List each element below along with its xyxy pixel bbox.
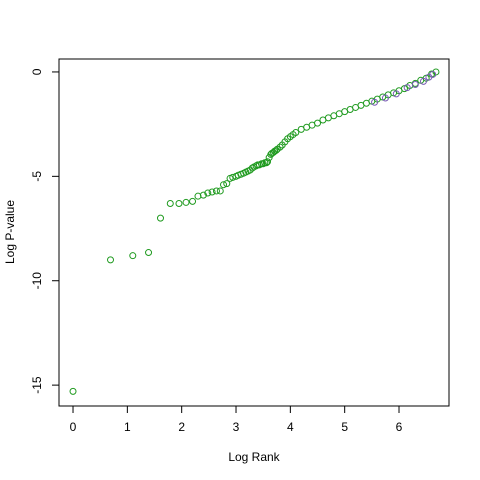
point <box>276 143 284 151</box>
point <box>175 199 183 207</box>
y-axis-label: Log P-value <box>3 200 17 264</box>
point <box>248 164 256 172</box>
y-tick-label: -10 <box>30 272 44 290</box>
point <box>182 198 190 206</box>
point <box>69 387 77 395</box>
x-tick-label: 3 <box>233 420 240 434</box>
point <box>429 70 437 78</box>
x-tick-label: 1 <box>124 420 131 434</box>
point <box>166 199 174 207</box>
point <box>392 90 400 98</box>
point <box>419 77 427 85</box>
x-tick-label: 6 <box>396 420 403 434</box>
point <box>262 159 270 167</box>
point <box>411 80 419 88</box>
point <box>212 187 220 195</box>
x-tick-label: 2 <box>178 420 185 434</box>
point <box>314 119 322 127</box>
point <box>381 94 389 102</box>
point <box>220 181 228 189</box>
x-axis-label: Log Rank <box>228 450 280 464</box>
point <box>156 214 164 222</box>
point <box>371 98 379 106</box>
point <box>107 256 115 264</box>
point <box>292 128 300 136</box>
x-tick-label: 4 <box>287 420 294 434</box>
point <box>216 187 224 195</box>
point <box>208 188 216 196</box>
point <box>204 189 212 197</box>
y-tick-label: -15 <box>30 376 44 394</box>
point <box>129 252 137 260</box>
y-tick-label: 0 <box>30 68 44 75</box>
plot-frame <box>58 58 450 407</box>
point <box>145 249 153 257</box>
point <box>264 158 272 166</box>
point <box>189 197 197 205</box>
point <box>259 160 267 168</box>
point <box>223 180 231 188</box>
y-tick-label: -5 <box>30 171 44 182</box>
point <box>403 84 411 92</box>
x-tick-label: 0 <box>70 420 77 434</box>
point <box>199 191 207 199</box>
x-tick-label: 5 <box>341 420 348 434</box>
